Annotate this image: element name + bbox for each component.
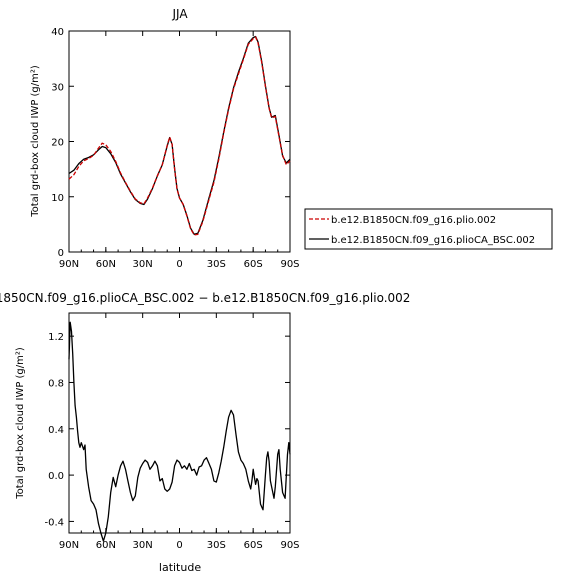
top-series-line-0 bbox=[68, 36, 291, 236]
bottom-y-axis-label: Total grd-box cloud IWP (g/m²) bbox=[15, 347, 26, 500]
bottom-series-line-0 bbox=[68, 321, 291, 542]
bottom-x-axis-label: latitude bbox=[159, 561, 201, 574]
bottom-panel: b.e12.B1850CN.f09_g16.plioCA_BSC.002 − b… bbox=[0, 291, 410, 574]
top-x-tick-label: 90S bbox=[280, 259, 299, 270]
bottom-y-tick-label: 0.4 bbox=[48, 425, 64, 436]
top-x-tick-label: 60S bbox=[244, 259, 263, 270]
bottom-y-tick-label: 0.8 bbox=[48, 378, 64, 389]
bottom-x-tick-label: 90N bbox=[59, 540, 79, 551]
top-x-tick-label: 30S bbox=[207, 259, 226, 270]
bottom-x-tick-label: 30N bbox=[133, 540, 153, 551]
top-series bbox=[68, 35, 291, 236]
top-x-tick-label: 30N bbox=[133, 259, 153, 270]
bottom-panel-title: b.e12.B1850CN.f09_g16.plioCA_BSC.002 − b… bbox=[0, 291, 410, 305]
legend: b.e12.B1850CN.f09_g16.plio.002 b.e12.B18… bbox=[304, 208, 553, 250]
bottom-ticks: 90N 60N 30N 0 30S 60S 90S -0.4 0.0 0.4 0.8 1.2 bbox=[44, 313, 300, 551]
top-ticks: 90N 60N 30N 0 30S 60S 90S 0 10 20 30 40 bbox=[51, 27, 299, 270]
bottom-series bbox=[68, 321, 291, 542]
top-panel-title: JJA bbox=[171, 7, 188, 21]
top-x-tick-label: 0 bbox=[176, 259, 182, 270]
top-y-axis-label: Total grd-box cloud IWP (g/m²) bbox=[30, 65, 41, 218]
top-panel: JJA Total grd-box cloud IWP (g/m²) 90N 60… bbox=[30, 7, 300, 270]
top-x-tick-label: 90N bbox=[59, 259, 79, 270]
top-y-tick-label: 20 bbox=[51, 138, 64, 149]
bottom-x-tick-label: 60S bbox=[244, 540, 263, 551]
top-x-tick-label: 60N bbox=[96, 259, 116, 270]
bottom-y-tick-label: -0.4 bbox=[44, 517, 64, 528]
bottom-plot-frame bbox=[68, 312, 291, 534]
top-y-tick-label: 0 bbox=[58, 248, 64, 259]
legend-box bbox=[304, 208, 553, 250]
bottom-x-tick-label: 30S bbox=[207, 540, 226, 551]
legend-label-plioca: b.e12.B1850CN.f09_g16.plioCA_BSC.002 bbox=[331, 235, 535, 246]
bottom-y-tick-label: 1.2 bbox=[48, 332, 64, 343]
legend-label-plio: b.e12.B1850CN.f09_g16.plio.002 bbox=[331, 215, 496, 226]
top-y-tick-label: 10 bbox=[51, 193, 64, 204]
top-y-tick-label: 40 bbox=[51, 27, 64, 38]
bottom-x-tick-label: 90S bbox=[280, 540, 299, 551]
bottom-x-tick-label: 60N bbox=[96, 540, 116, 551]
bottom-x-tick-label: 0 bbox=[176, 540, 182, 551]
top-plot-frame bbox=[68, 30, 291, 253]
top-series-line-1 bbox=[68, 35, 291, 235]
bottom-y-tick-label: 0.0 bbox=[48, 471, 64, 482]
top-y-tick-label: 30 bbox=[51, 82, 64, 93]
